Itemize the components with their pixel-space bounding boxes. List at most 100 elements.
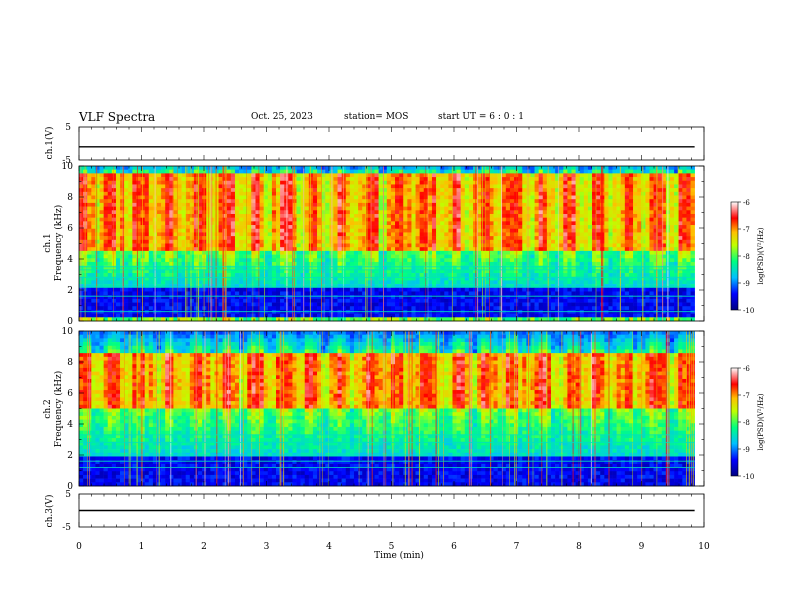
spectrogram-cell <box>505 217 511 222</box>
spectrogram-cell <box>185 225 191 230</box>
spectrogram-cell <box>312 210 318 215</box>
spectrogram-cell <box>386 261 392 266</box>
spectrogram-cell <box>148 213 154 218</box>
spectrogram-cell <box>263 236 269 241</box>
spectrogram-cell <box>345 273 351 278</box>
spectrogram-cell <box>181 210 186 215</box>
spectrogram-cell <box>579 177 585 182</box>
spectrogram-cell <box>132 191 137 196</box>
spectrogram-cell <box>616 269 622 274</box>
spectrogram-cell <box>255 236 260 241</box>
spectrogram-cell <box>267 225 273 230</box>
spectrogram-cell <box>407 199 412 204</box>
spectrogram-cell <box>181 191 186 196</box>
spectrogram-cell <box>161 206 166 211</box>
spectrogram-cell <box>628 265 634 270</box>
spectrogram-cell <box>395 273 400 278</box>
spectrogram-cell <box>415 177 420 182</box>
spectrogram-cell <box>522 210 527 215</box>
spectrogram-cell <box>620 177 626 182</box>
spectrogram-cell <box>247 169 252 174</box>
spectrogram-cell <box>317 188 322 193</box>
spectrogram-cell <box>103 225 109 230</box>
spectrogram-cell <box>436 280 441 285</box>
spectrogram-cell <box>308 210 314 215</box>
spectrogram-cell <box>567 247 572 252</box>
spectrogram-cell <box>493 232 498 237</box>
spectrogram-cell <box>111 265 117 270</box>
spectrogram-cell <box>624 239 630 244</box>
spectrogram-cell <box>686 254 691 259</box>
spectrogram-cell <box>559 206 564 211</box>
spectrogram-cell <box>259 225 264 230</box>
spectrogram-cell <box>210 280 215 285</box>
spectrogram-cell <box>440 184 445 189</box>
spectrogram-cell <box>563 180 568 185</box>
spectrogram-cell <box>251 236 256 241</box>
spectrogram-cell <box>132 284 137 289</box>
spectrogram-cell <box>234 206 240 211</box>
spectrogram-cell <box>546 243 552 248</box>
spectrogram-cell <box>444 191 449 196</box>
spectrogram-cell <box>136 228 141 233</box>
spectrogram-cell <box>559 232 564 237</box>
spectrogram-cell <box>259 247 264 252</box>
spectrogram-cell <box>308 250 314 255</box>
spectrogram-cell <box>530 225 535 230</box>
spectrogram-cell <box>210 191 215 196</box>
spectrogram-cell <box>571 239 576 244</box>
spectrogram-cell <box>103 261 109 266</box>
spectrogram-cell <box>243 221 248 226</box>
spectrogram-cell <box>87 180 92 185</box>
spectrogram-cell <box>366 236 371 241</box>
spectrogram-cell <box>317 265 322 270</box>
spectrogram-cell <box>218 206 223 211</box>
spectrogram-cell <box>132 206 137 211</box>
spectrogram-cell <box>124 239 129 244</box>
spectrogram-cell <box>509 195 515 200</box>
spectrogram-cell <box>144 225 150 230</box>
spectrogram-cell <box>276 221 281 226</box>
spectrogram-cell <box>518 228 523 233</box>
spectrogram-cell <box>571 232 576 237</box>
spectrogram-cell <box>473 213 478 218</box>
spectrogram-cell <box>415 269 420 274</box>
spectrogram-cell <box>87 191 92 196</box>
spectrogram-cell <box>518 221 523 226</box>
spectrogram-cell <box>415 236 420 241</box>
spectrogram-cell <box>682 177 687 182</box>
spectrogram-cell <box>111 243 117 248</box>
spectrogram-cell <box>234 258 240 263</box>
spectrogram-cell <box>399 202 404 207</box>
spectrogram-cell <box>95 258 100 263</box>
spectrogram-cell <box>87 166 92 170</box>
spectrogram-cell <box>657 166 663 170</box>
spectrogram-cell <box>148 269 154 274</box>
spectrogram-cell <box>95 228 100 233</box>
spectrogram-cell <box>546 247 552 252</box>
spectrogram-cell <box>563 206 568 211</box>
spectrogram-cell <box>345 202 351 207</box>
spectrogram-cell <box>592 202 597 207</box>
spectrogram-cell <box>448 169 453 174</box>
spectrogram-cell <box>563 225 568 230</box>
spectrogram-cell <box>107 221 113 226</box>
spectrogram-cell <box>514 217 519 222</box>
spectrogram-cell <box>276 228 281 233</box>
spectrogram-cell <box>637 269 642 274</box>
spectrogram-cell <box>419 166 425 170</box>
spectrogram-cell <box>550 206 556 211</box>
spectrogram-cell <box>255 250 260 255</box>
spectrogram-cell <box>234 250 240 255</box>
spectrogram-cell <box>674 243 679 248</box>
spectrogram-cell <box>300 177 306 182</box>
spectrogram-cell <box>440 202 445 207</box>
spectrogram-cell <box>596 265 601 270</box>
spectrogram-cell <box>583 202 589 207</box>
spectrogram-cell <box>501 247 507 252</box>
spectrogram-cell <box>304 191 310 196</box>
spectrogram-cell <box>251 261 256 266</box>
spectrogram-cell <box>452 180 457 185</box>
spectrogram-cell <box>161 265 166 270</box>
spectrogram-cell <box>518 247 523 252</box>
